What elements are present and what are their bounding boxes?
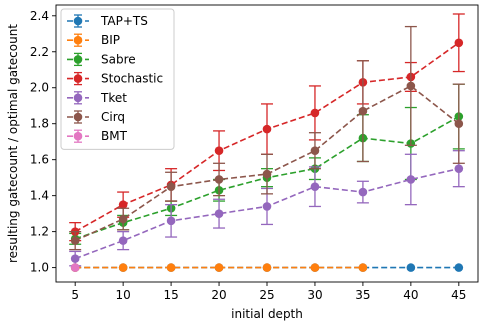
- legend-entry: Tket: [67, 91, 127, 105]
- axis-ticks: 5 10 15 20 25 30 35 40 45 1.0 1.2 1.4 1.6 1.8 2.0 2.2 2.…: [30, 9, 467, 302]
- data-point: [406, 81, 416, 91]
- y-tick-label: 2.4: [30, 9, 49, 23]
- data-point: [166, 182, 176, 191]
- x-axis-label: initial depth: [231, 307, 303, 321]
- x-tick-label: 30: [307, 288, 322, 302]
- legend-entry: Stochastic: [67, 72, 163, 86]
- chart-marks: [69, 13, 465, 272]
- legend-swatch-marker: [73, 55, 83, 64]
- data-point: [454, 119, 464, 129]
- series-cirq: [69, 25, 465, 251]
- x-tick-label: 45: [451, 288, 466, 302]
- x-tick-label: 25: [259, 288, 274, 302]
- legend-swatch-marker: [73, 35, 83, 45]
- series-tket: [69, 150, 465, 267]
- legend-swatch-marker: [73, 131, 83, 141]
- y-tick-label: 1.0: [30, 261, 49, 275]
- legend-label: Sabre: [101, 52, 136, 66]
- x-tick-label: 10: [115, 288, 130, 302]
- data-point: [214, 146, 224, 155]
- y-tick-label: 2.2: [30, 45, 49, 59]
- data-point: [358, 263, 368, 272]
- legend-entry: TAP+TS: [67, 14, 148, 28]
- legend-swatch-marker: [73, 112, 83, 122]
- y-axis-label: resulting gatecount / optimal gatecount: [6, 24, 20, 263]
- legend: TAP+TS BIP Sabre Stochastic Tket Cirq BMT: [60, 8, 175, 150]
- legend-entry: Sabre: [67, 52, 136, 66]
- data-point: [358, 187, 368, 197]
- x-tick-label: 15: [163, 288, 178, 302]
- data-point: [454, 164, 464, 173]
- data-point: [70, 236, 80, 245]
- y-tick-label: 1.8: [30, 117, 49, 131]
- series-bip: [70, 263, 368, 272]
- data-point: [262, 263, 272, 272]
- data-point: [358, 106, 368, 116]
- x-tick-label: 35: [355, 288, 370, 302]
- data-point: [262, 202, 272, 211]
- y-tick-label: 1.4: [30, 189, 49, 203]
- data-point: [118, 200, 128, 209]
- legend-entry: BIP: [67, 33, 120, 47]
- legend-entry: Cirq: [67, 110, 125, 124]
- y-tick-label: 1.2: [30, 225, 49, 239]
- legend-box: [60, 8, 175, 150]
- data-point: [214, 175, 224, 184]
- data-point: [454, 263, 464, 272]
- data-point: [166, 216, 176, 226]
- data-point: [118, 263, 128, 272]
- legend-label: Cirq: [101, 110, 125, 124]
- legend-label: Stochastic: [101, 72, 163, 86]
- x-tick-label: 20: [211, 288, 226, 302]
- data-point: [262, 124, 272, 134]
- legend-swatch-marker: [73, 93, 83, 103]
- data-point: [310, 182, 320, 191]
- y-tick-label: 1.6: [30, 153, 49, 167]
- x-tick-label: 40: [403, 288, 418, 302]
- legend-swatch-marker: [73, 74, 83, 83]
- data-point: [310, 263, 320, 272]
- legend-label: TAP+TS: [100, 14, 148, 28]
- legend-swatch-marker: [73, 16, 83, 26]
- data-point: [310, 108, 320, 118]
- legend-label: BIP: [101, 33, 120, 47]
- data-point: [406, 263, 416, 272]
- data-point: [70, 254, 80, 263]
- x-tick-label: 5: [71, 288, 79, 302]
- data-point: [70, 263, 80, 272]
- data-point: [406, 175, 416, 184]
- data-point: [166, 263, 176, 272]
- series-bmt: [70, 263, 80, 272]
- data-point: [454, 38, 464, 48]
- data-point: [118, 236, 128, 245]
- legend-label: Tket: [100, 91, 127, 105]
- y-tick-label: 2.0: [30, 81, 49, 95]
- data-point: [118, 214, 128, 224]
- data-point: [310, 146, 320, 155]
- legend-label: BMT: [101, 129, 128, 143]
- legend-entry: BMT: [67, 129, 128, 143]
- data-point: [214, 209, 224, 218]
- data-point: [214, 263, 224, 272]
- data-point: [262, 169, 272, 179]
